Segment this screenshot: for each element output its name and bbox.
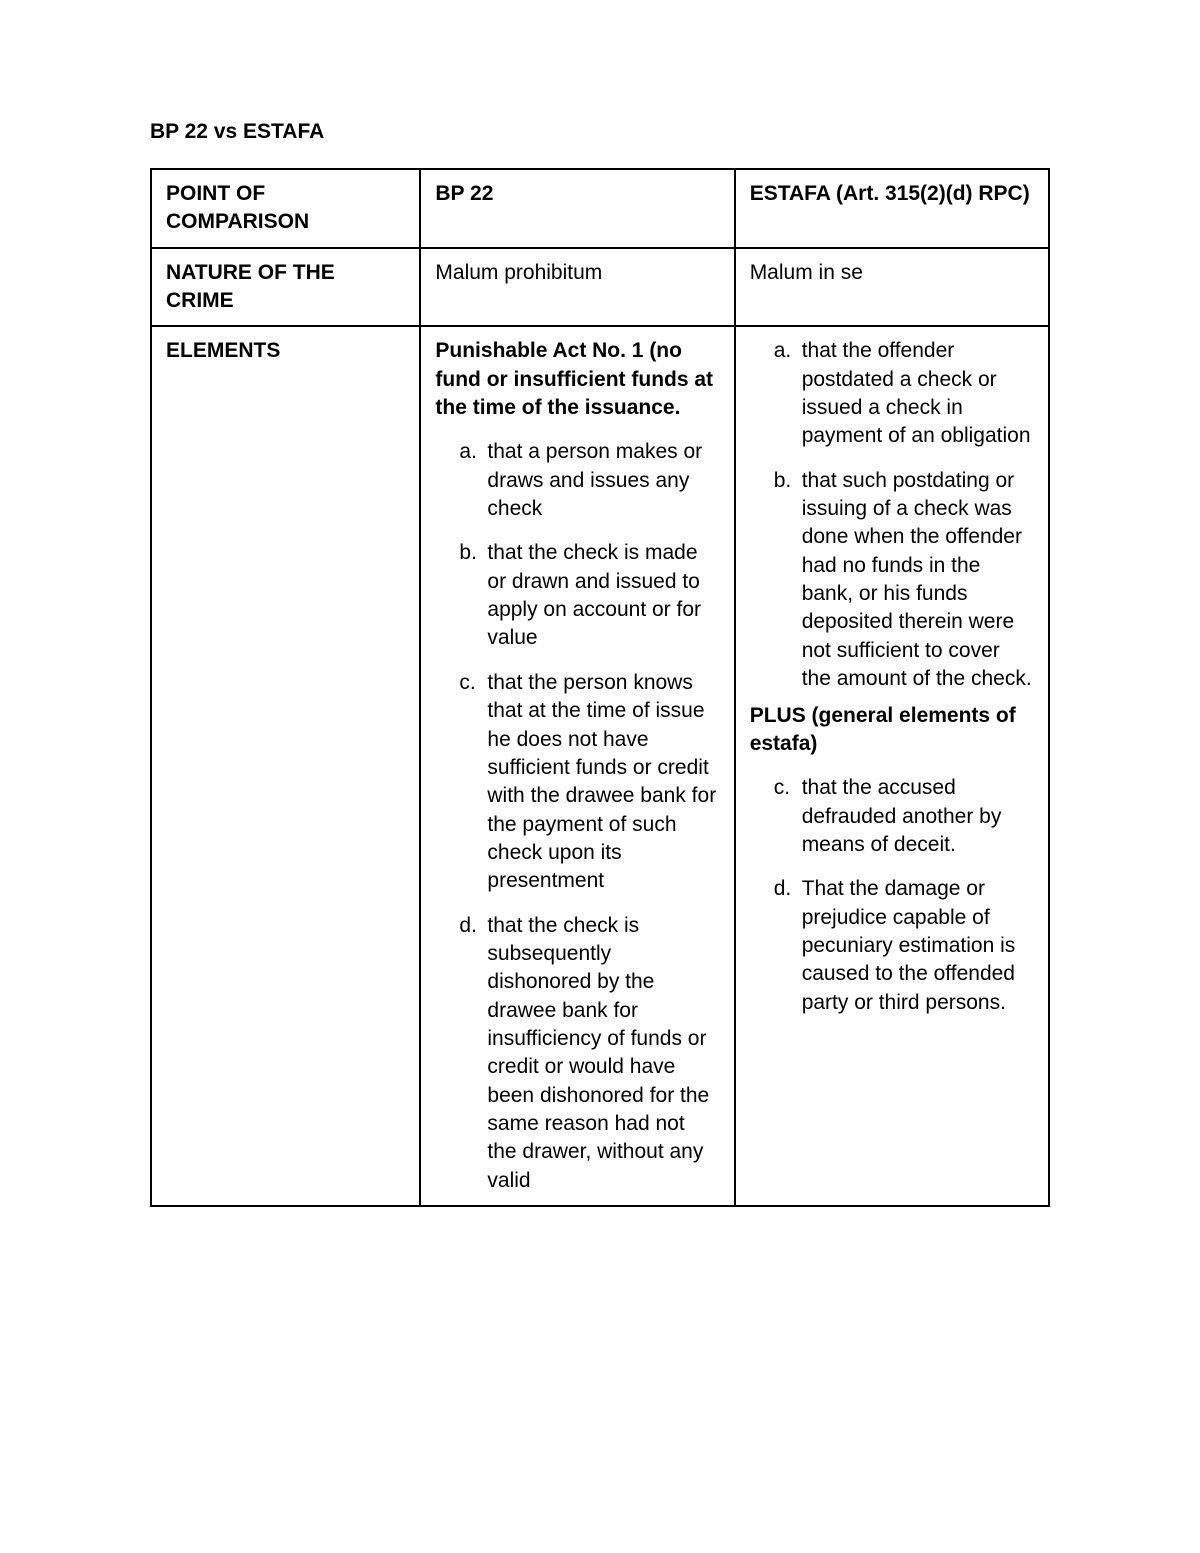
comparison-table: POINT OF COMPARISON BP 22 ESTAFA (Art. 3… [150, 168, 1050, 1207]
bp22-list: a. that a person makes or draws and issu… [435, 438, 719, 1195]
list-item: c. that the person knows that at the tim… [435, 669, 719, 896]
row-elements: ELEMENTS Punishable Act No. 1 (no fund o… [151, 326, 1049, 1206]
list-item: a. that a person makes or draws and issu… [435, 438, 719, 523]
list-marker: b. [774, 467, 802, 694]
estafa-plus-label: PLUS (general elements of estafa) [750, 702, 1034, 759]
elements-bp22: Punishable Act No. 1 (no fund or insuffi… [420, 326, 734, 1206]
estafa-list-bottom: c. that the accused defrauded another by… [750, 774, 1034, 1017]
header-point: POINT OF COMPARISON [151, 169, 420, 248]
list-text: that the check is subsequently dishonore… [487, 912, 719, 1195]
list-text: that the person knows that at the time o… [487, 669, 719, 896]
list-marker: a. [774, 337, 802, 450]
list-text: that a person makes or draws and issues … [487, 438, 719, 523]
list-item: c. that the accused defrauded another by… [750, 774, 1034, 859]
list-marker: d. [459, 912, 487, 1195]
list-item: b. that such postdating or issuing of a … [750, 467, 1034, 694]
list-text: that the check is made or drawn and issu… [487, 539, 719, 652]
header-estafa: ESTAFA (Art. 315(2)(d) RPC) [735, 169, 1049, 248]
estafa-list-top: a. that the offender postdated a check o… [750, 337, 1034, 693]
table-header-row: POINT OF COMPARISON BP 22 ESTAFA (Art. 3… [151, 169, 1049, 248]
list-marker: b. [459, 539, 487, 652]
list-text: that such postdating or issuing of a che… [802, 467, 1034, 694]
bp22-intro: Punishable Act No. 1 (no fund or insuffi… [435, 337, 719, 422]
list-marker: c. [459, 669, 487, 896]
list-text: That the damage or prejudice capable of … [802, 875, 1034, 1017]
list-text: that the offender postdated a check or i… [802, 337, 1034, 450]
list-text: that the accused defrauded another by me… [802, 774, 1034, 859]
nature-label: NATURE OF THE CRIME [151, 248, 420, 327]
list-item: d. That the damage or prejudice capable … [750, 875, 1034, 1017]
row-nature: NATURE OF THE CRIME Malum prohibitum Mal… [151, 248, 1049, 327]
list-item: b. that the check is made or drawn and i… [435, 539, 719, 652]
header-bp22: BP 22 [420, 169, 734, 248]
nature-estafa: Malum in se [735, 248, 1049, 327]
list-marker: d. [774, 875, 802, 1017]
list-marker: a. [459, 438, 487, 523]
list-item: a. that the offender postdated a check o… [750, 337, 1034, 450]
elements-label: ELEMENTS [151, 326, 420, 1206]
nature-bp22: Malum prohibitum [420, 248, 734, 327]
list-item: d. that the check is subsequently dishon… [435, 912, 719, 1195]
elements-estafa: a. that the offender postdated a check o… [735, 326, 1049, 1206]
list-marker: c. [774, 774, 802, 859]
document-title: BP 22 vs ESTAFA [150, 120, 1050, 144]
